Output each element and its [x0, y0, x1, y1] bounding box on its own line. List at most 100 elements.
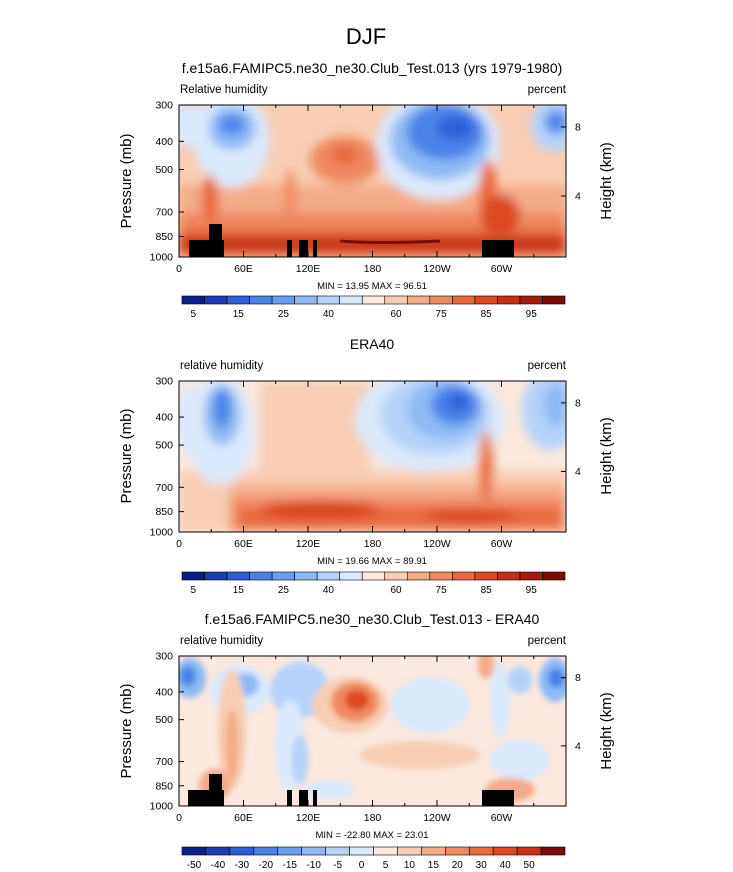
x-tick-label: 0 [176, 812, 182, 824]
y2-axis-label: Height (km) [598, 142, 615, 220]
axes: 0 60E 120E 180 120W 60W 300 400 500 700 850 1000 8 4 [150, 376, 581, 551]
y-tick-label: 850 [155, 231, 173, 243]
y-tick-label: 300 [155, 100, 173, 112]
topography [188, 774, 514, 806]
colorbar-label: 95 [526, 309, 538, 320]
y2-axis-label: Height (km) [598, 692, 615, 770]
colorbar-swatch [384, 295, 408, 305]
colorbar-label: 75 [436, 309, 448, 320]
colorbar-label: 85 [481, 585, 493, 596]
y2-tick-label: 4 [575, 740, 581, 752]
x-tick-label: 120E [296, 263, 321, 275]
y-tick-label: 400 [155, 686, 173, 698]
colorbar-swatch [249, 295, 273, 305]
colorbar-label: 40 [323, 585, 335, 596]
figure-title: DJF [346, 24, 386, 49]
y-tick-label: 850 [155, 506, 173, 518]
units-label: percent [528, 84, 567, 96]
y-axis-label: Pressure (mb) [118, 133, 135, 228]
y-tick-label: 1000 [150, 252, 174, 264]
x-tick-label: 120W [423, 812, 451, 824]
colorbar-swatch [271, 571, 295, 581]
y2-tick-label: 8 [575, 672, 581, 684]
y2-tick-label: 8 [575, 121, 581, 133]
y2-axis-label: Height (km) [598, 417, 615, 495]
colorbar-label: 10 [404, 860, 416, 871]
units-label: percent [528, 360, 567, 372]
variable-label: Relative humidity [180, 84, 268, 96]
colorbar-swatch [373, 846, 398, 856]
y-tick-label: 700 [155, 756, 173, 768]
colorbar-label: 25 [278, 585, 290, 596]
colorbar-swatch [540, 846, 566, 856]
x-tick-label: 60W [491, 538, 513, 550]
axes: 0 60E 120E 180 120W 60W 300 400 500 700 850 1000 8 4 [150, 100, 581, 276]
colorbar-label: 0 [359, 860, 365, 871]
colorbar-swatch [204, 571, 228, 581]
contour-field [179, 105, 566, 257]
colorbar-swatch [497, 571, 521, 581]
x-tick-label: 60E [234, 538, 253, 550]
x-tick-label: 60W [491, 812, 513, 824]
colorbar-swatch [516, 846, 542, 856]
colorbar-swatch [181, 846, 207, 856]
colorbar: 5 15 25 40 60 75 85 95 [181, 295, 566, 320]
colorbar-label: 15 [428, 860, 440, 871]
colorbar-label: -5 [333, 860, 342, 871]
contour-field [179, 656, 566, 806]
colorbar-swatch [468, 846, 494, 856]
colorbar-swatch [452, 571, 476, 581]
colorbar-swatch [474, 295, 498, 305]
min-max-stats: MIN = -22.80 MAX = 23.01 [315, 830, 428, 841]
colorbar-label: 60 [390, 585, 402, 596]
colorbar-label: -20 [259, 860, 274, 871]
colorbar-label: -15 [282, 860, 297, 871]
x-tick-label: 180 [364, 263, 382, 275]
colorbar-swatch [421, 846, 446, 856]
colorbar-swatch [339, 295, 363, 305]
colorbar-swatch [204, 295, 228, 305]
panel-title: f.e15a6.FAMIPC5.ne30_ne30.Club_Test.013 … [205, 611, 540, 627]
colorbar-label: -30 [235, 860, 250, 871]
colorbar-swatch [542, 571, 566, 581]
colorbar-label: 15 [233, 585, 245, 596]
colorbar-label: 15 [233, 309, 245, 320]
x-tick-label: 120E [296, 538, 321, 550]
y-tick-label: 400 [155, 136, 173, 148]
colorbar-swatch [361, 295, 386, 305]
colorbar-swatch [181, 571, 205, 581]
colorbar-label: 30 [476, 860, 488, 871]
colorbar-label: 20 [452, 860, 464, 871]
colorbar-label: 60 [390, 309, 402, 320]
y2-tick-label: 4 [575, 191, 581, 203]
colorbar: 5 15 25 40 60 75 85 95 [181, 571, 566, 596]
colorbar-swatch [519, 295, 543, 305]
colorbar-swatch [339, 571, 363, 581]
colorbar-swatch [229, 846, 255, 856]
y2-tick-label: 8 [575, 397, 581, 409]
y-axis-label: Pressure (mb) [118, 408, 135, 503]
x-tick-label: 0 [176, 538, 182, 550]
x-tick-label: 60E [234, 812, 253, 824]
colorbar-swatch [181, 295, 205, 305]
y-tick-label: 500 [155, 714, 173, 726]
colorbar-label: -10 [306, 860, 321, 871]
colorbar-swatch [384, 571, 408, 581]
x-tick-label: 60E [234, 263, 253, 275]
panel-era40: ERA40 relative humidity percent [118, 336, 615, 596]
colorbar-label: 5 [190, 309, 196, 320]
colorbar-swatch [519, 571, 543, 581]
min-max-stats: MIN = 13.95 MAX = 96.51 [317, 281, 427, 292]
y-tick-label: 500 [155, 440, 173, 452]
colorbar-label: -50 [187, 860, 202, 871]
colorbar-swatch [429, 571, 453, 581]
contour-field [179, 381, 566, 532]
colorbar-swatch [226, 571, 250, 581]
colorbar-swatch [445, 846, 470, 856]
colorbar-swatch [294, 571, 318, 581]
y-tick-label: 500 [155, 164, 173, 176]
colorbar-swatch [271, 295, 295, 305]
min-max-stats: MIN = 19.66 MAX = 89.91 [317, 556, 427, 567]
colorbar-swatch [406, 571, 431, 581]
colorbar-label: 5 [190, 585, 196, 596]
